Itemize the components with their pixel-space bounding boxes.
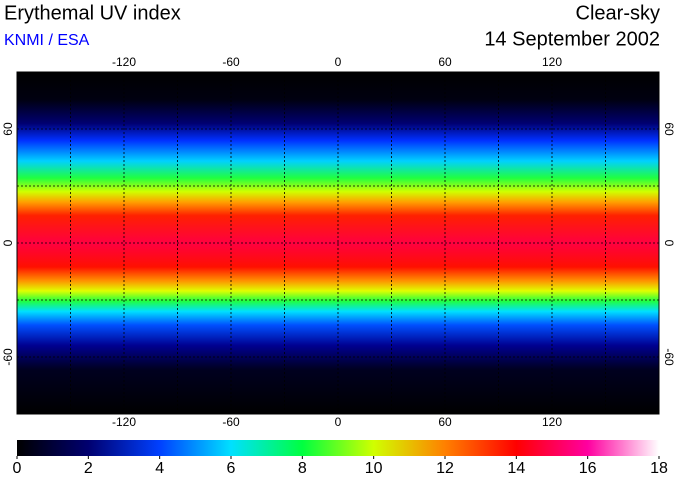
- lat-tick-label: 0: [1, 239, 15, 246]
- colorbar-tick-label: 2: [84, 460, 93, 477]
- colorbar-tick-label: 14: [507, 460, 525, 477]
- source: KNMI / ESA: [4, 32, 90, 49]
- lon-tick-label: 60: [438, 415, 452, 429]
- colorbar-tick-label: 10: [365, 460, 383, 477]
- colorbar: [17, 440, 659, 456]
- title: Erythemal UV index: [4, 2, 181, 24]
- lon-tick-label: 120: [542, 55, 562, 69]
- lat-tick-label: -60: [1, 348, 15, 366]
- grid: [17, 72, 659, 414]
- lon-tick-label: -120: [112, 415, 136, 429]
- lat-tick-label: 60: [1, 122, 15, 136]
- lat-tick-label: 0: [662, 240, 676, 247]
- colorbar-tick-label: 16: [579, 460, 597, 477]
- lon-tick-label: 0: [335, 415, 342, 429]
- lon-tick-label: -60: [222, 55, 240, 69]
- lat-tick-label: 60: [662, 122, 676, 136]
- lon-tick-label: -60: [222, 415, 240, 429]
- colorbar-tick-label: 6: [227, 460, 236, 477]
- lon-tick-label: 0: [335, 55, 342, 69]
- lon-tick-label: -120: [112, 55, 136, 69]
- colorbar-tick-label: 12: [436, 460, 454, 477]
- lon-tick-label: 120: [542, 415, 562, 429]
- map-frame: [16, 71, 660, 415]
- lat-tick-label: -60: [662, 348, 676, 366]
- lon-tick-label: 60: [438, 55, 452, 69]
- date: 14 September 2002: [484, 28, 660, 50]
- colorbar-tick-label: 18: [650, 460, 668, 477]
- colorbar-tick-label: 8: [298, 460, 307, 477]
- colorbar-tick-label: 4: [155, 460, 164, 477]
- colorbar-tick-label: 0: [13, 460, 22, 477]
- condition: Clear-sky: [576, 2, 660, 24]
